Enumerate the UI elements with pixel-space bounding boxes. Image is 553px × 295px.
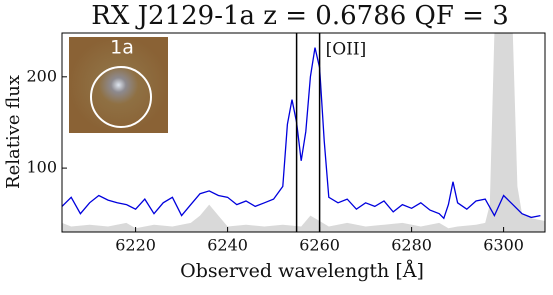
spectrum-line xyxy=(62,47,541,220)
inset-photo xyxy=(69,37,168,133)
y-tick-label: 200 xyxy=(26,66,57,85)
x-tick-label: 6220 xyxy=(115,236,156,255)
plot-area xyxy=(62,33,545,232)
x-tick-label: 6300 xyxy=(483,236,524,255)
y-tick-label: 100 xyxy=(26,158,57,177)
x-tick-label: 6260 xyxy=(299,236,340,255)
inset-image: 1a xyxy=(69,37,168,133)
inset-circle xyxy=(90,66,152,128)
line-annotation: [OII] xyxy=(326,40,367,60)
y-axis-label: Relative flux xyxy=(3,75,24,189)
x-tick-label: 6240 xyxy=(207,236,248,255)
chart-title: RX J2129-1a z = 0.6786 QF = 3 xyxy=(91,1,509,31)
inset-label: 1a xyxy=(110,37,134,59)
plot-frame xyxy=(61,32,546,233)
x-axis-label: Observed wavelength [Å] xyxy=(180,260,424,282)
x-tick-label: 6280 xyxy=(391,236,432,255)
